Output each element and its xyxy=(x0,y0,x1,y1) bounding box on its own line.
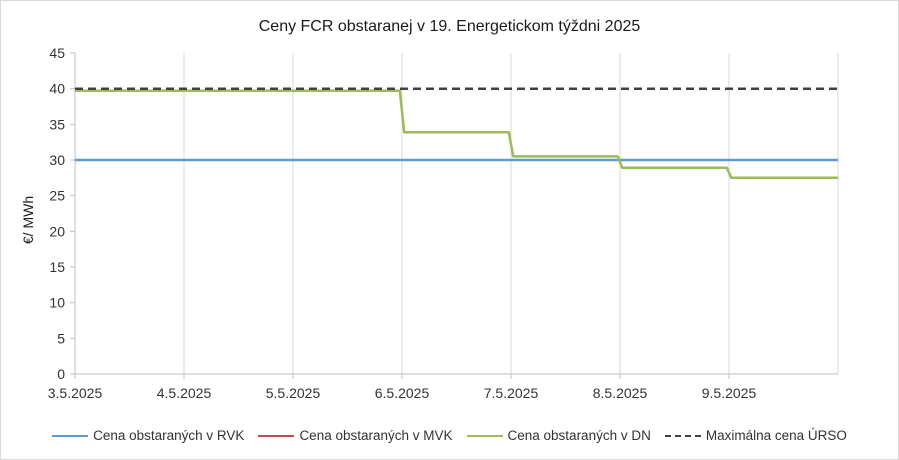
y-tick-label: 0 xyxy=(57,366,65,382)
legend-item-0: Cena obstaraných v RVK xyxy=(52,428,244,443)
y-tick-label: 10 xyxy=(49,295,65,311)
legend-swatch xyxy=(466,434,503,437)
legend-label: Cena obstaraných v RVK xyxy=(93,428,245,443)
y-tick-label: 40 xyxy=(49,81,65,97)
x-tick-label: 6.5.2025 xyxy=(375,385,430,401)
y-tick-label: 35 xyxy=(49,116,65,132)
legend: Cena obstaraných v RVK Cena obstaraných v… xyxy=(0,428,899,443)
chart-plot: 0 5 10 15 20 25 30 35 40 45 3.5.2025 4.5.2025 5.5.20… xyxy=(48,45,839,401)
x-tick-label: 5.5.2025 xyxy=(266,385,321,401)
y-tick-label: 45 xyxy=(49,45,65,61)
series-line-2 xyxy=(75,89,838,180)
legend-item-2: Cena obstaraných v DN xyxy=(466,428,651,443)
x-tick-label: 4.5.2025 xyxy=(157,385,212,401)
legend-label: Maximálna cena ÚRSO xyxy=(705,428,847,443)
chart-title: Ceny FCR obstaranej v 19. Energetickom t… xyxy=(258,18,641,35)
legend-swatch xyxy=(664,434,701,437)
y-tick-label: 30 xyxy=(49,152,65,168)
x-tick-label: 9.5.2025 xyxy=(702,385,757,401)
y-tick-label: 15 xyxy=(49,259,65,275)
legend-item-1: Cena obstaraných v MVK xyxy=(258,428,453,443)
legend-label: Cena obstaraných v MVK xyxy=(299,428,453,443)
x-tick-label: 8.5.2025 xyxy=(593,385,648,401)
x-tick-label: 3.5.2025 xyxy=(48,385,103,401)
y-tick-label: 25 xyxy=(49,188,65,204)
legend-swatch xyxy=(258,434,295,437)
legend-label: Cena obstaraných v DN xyxy=(507,428,651,443)
legend-item-3: Maximálna cena ÚRSO xyxy=(664,428,847,443)
y-tick-label: 5 xyxy=(57,330,65,346)
legend-swatch xyxy=(52,434,89,437)
x-tick-label: 7.5.2025 xyxy=(484,385,539,401)
y-tick-label: 20 xyxy=(49,223,65,239)
